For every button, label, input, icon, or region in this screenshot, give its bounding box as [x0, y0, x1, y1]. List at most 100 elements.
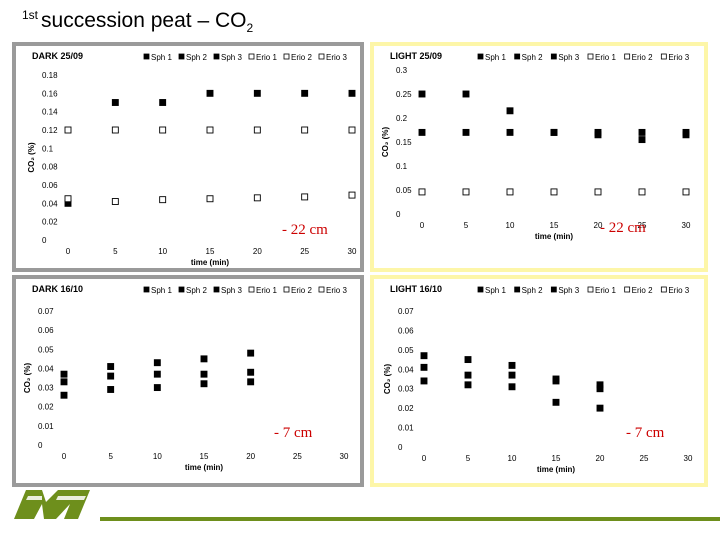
data-point: [60, 391, 68, 399]
x-tick-label: 25: [638, 221, 647, 230]
x-tick-label: 10: [158, 247, 167, 256]
chart-panel-light-1610: LIGHT 16/10 Sph 1 Sph 2 Sph 3 Erio 1 Erio 2 Er…: [370, 275, 708, 487]
data-point: [638, 128, 646, 136]
x-tick-label: 25: [300, 247, 309, 256]
data-point: [159, 196, 167, 204]
data-point: [550, 128, 558, 136]
depth-annotation: - 22 cm: [600, 220, 646, 236]
data-point: [594, 131, 602, 139]
y-tick-label: 0.05: [38, 345, 54, 354]
legend-marker: [213, 53, 220, 60]
y-tick-label: 0: [42, 236, 47, 245]
y-tick-label: 0.18: [42, 71, 58, 80]
y-tick-label: 0.3: [396, 66, 408, 75]
x-tick-label: 30: [348, 247, 357, 256]
data-point: [206, 89, 214, 97]
title-main-text: succession peat – CO: [41, 9, 247, 32]
depth-annotation: - 7 cm: [274, 425, 313, 441]
x-axis-label: time (min): [191, 258, 230, 267]
x-axis-label: time (min): [185, 463, 224, 472]
data-point: [200, 370, 208, 378]
depth-annotation: - 7 cm: [626, 425, 665, 441]
legend-marker: [477, 286, 484, 293]
data-point: [200, 355, 208, 363]
y-tick-label: 0.01: [38, 422, 54, 431]
data-point: [253, 194, 261, 202]
chart-title: DARK 25/09: [32, 51, 83, 61]
y-tick-label: 0.04: [38, 364, 54, 373]
legend-label: Sph 2: [186, 286, 207, 295]
legend-label: Sph 1: [151, 53, 172, 62]
x-tick-label: 25: [640, 454, 649, 463]
chart-frame: [370, 275, 708, 487]
data-point: [247, 368, 255, 376]
x-axis-label: time (min): [535, 232, 574, 241]
x-tick-label: 5: [113, 247, 118, 256]
x-tick-label: 10: [508, 454, 517, 463]
legend-marker: [178, 286, 185, 293]
data-point: [550, 188, 558, 196]
data-point: [508, 383, 516, 391]
chart-panel-dark-1610: DARK 16/10 Sph 1 Sph 2 Sph 3 Erio 1 Erio 2 Eri…: [12, 275, 364, 487]
y-tick-label: 0.2: [396, 114, 408, 123]
legend-label: Sph 1: [485, 53, 506, 62]
y-tick-label: 0.02: [42, 218, 58, 227]
y-tick-label: 0.12: [42, 126, 58, 135]
legend-label: Erio 1: [595, 286, 616, 295]
data-point: [301, 126, 309, 134]
data-point: [638, 188, 646, 196]
x-tick-label: 30: [340, 452, 349, 461]
x-tick-label: 0: [422, 454, 427, 463]
data-point: [247, 349, 255, 357]
chart-dark-1610: DARK 16/10 Sph 1 Sph 2 Sph 3 Erio 1 Erio 2 Eri…: [12, 275, 364, 487]
legend-label: Sph 2: [522, 53, 543, 62]
x-tick-label: 30: [684, 454, 693, 463]
legend-marker: [283, 286, 290, 293]
chart-frame: [12, 42, 364, 272]
data-point: [253, 89, 261, 97]
x-tick-label: 0: [66, 247, 71, 256]
depth-annotation: - 22 cm: [282, 222, 328, 238]
data-point: [206, 195, 214, 203]
chart-frame: [12, 275, 364, 487]
legend-marker: [143, 286, 150, 293]
legend-label: Erio 1: [256, 53, 277, 62]
legend-marker: [477, 53, 484, 60]
chart-title: LIGHT 16/10: [390, 284, 442, 294]
x-tick-label: 10: [506, 221, 515, 230]
legend-label: Erio 2: [291, 286, 312, 295]
slide-title: 1st succession peat – CO2: [22, 8, 253, 35]
legend-marker: [624, 53, 631, 60]
x-tick-label: 25: [293, 452, 302, 461]
y-tick-label: 0.05: [396, 186, 412, 195]
legend-marker: [660, 53, 667, 60]
data-point: [111, 99, 119, 106]
chart-dark-2509: DARK 25/09 Sph 1 Sph 2 Sph 3 Erio 1 Erio 2 Eri…: [12, 42, 364, 272]
legend-marker: [660, 286, 667, 293]
y-tick-label: 0.07: [398, 307, 414, 316]
data-point: [418, 188, 426, 196]
x-tick-label: 30: [682, 221, 691, 230]
data-point: [420, 352, 428, 360]
y-tick-label: 0.06: [42, 181, 58, 190]
company-logo: [12, 486, 94, 525]
y-tick-label: 0.16: [42, 89, 58, 98]
y-axis-label: CO₂ (%): [381, 127, 390, 158]
x-tick-label: 5: [108, 452, 113, 461]
data-point: [508, 361, 516, 369]
data-point: [464, 371, 472, 379]
data-point: [348, 126, 356, 134]
data-point: [253, 126, 261, 134]
data-point: [462, 90, 470, 98]
y-tick-label: 0.02: [38, 403, 54, 412]
chart-panel-light-2509: LIGHT 25/09 Sph 1 Sph 2 Sph 3 Erio 1 Erio 2 Er…: [370, 42, 708, 272]
data-point: [159, 126, 167, 134]
y-tick-label: 0.15: [396, 138, 412, 147]
y-tick-label: 0: [398, 443, 403, 452]
legend-marker: [248, 286, 255, 293]
y-tick-label: 0.08: [42, 163, 58, 172]
y-axis-label: CO₂ (%): [23, 363, 32, 394]
legend-label: Sph 1: [151, 286, 172, 295]
chart-title: LIGHT 25/09: [390, 51, 442, 61]
data-point: [464, 381, 472, 389]
